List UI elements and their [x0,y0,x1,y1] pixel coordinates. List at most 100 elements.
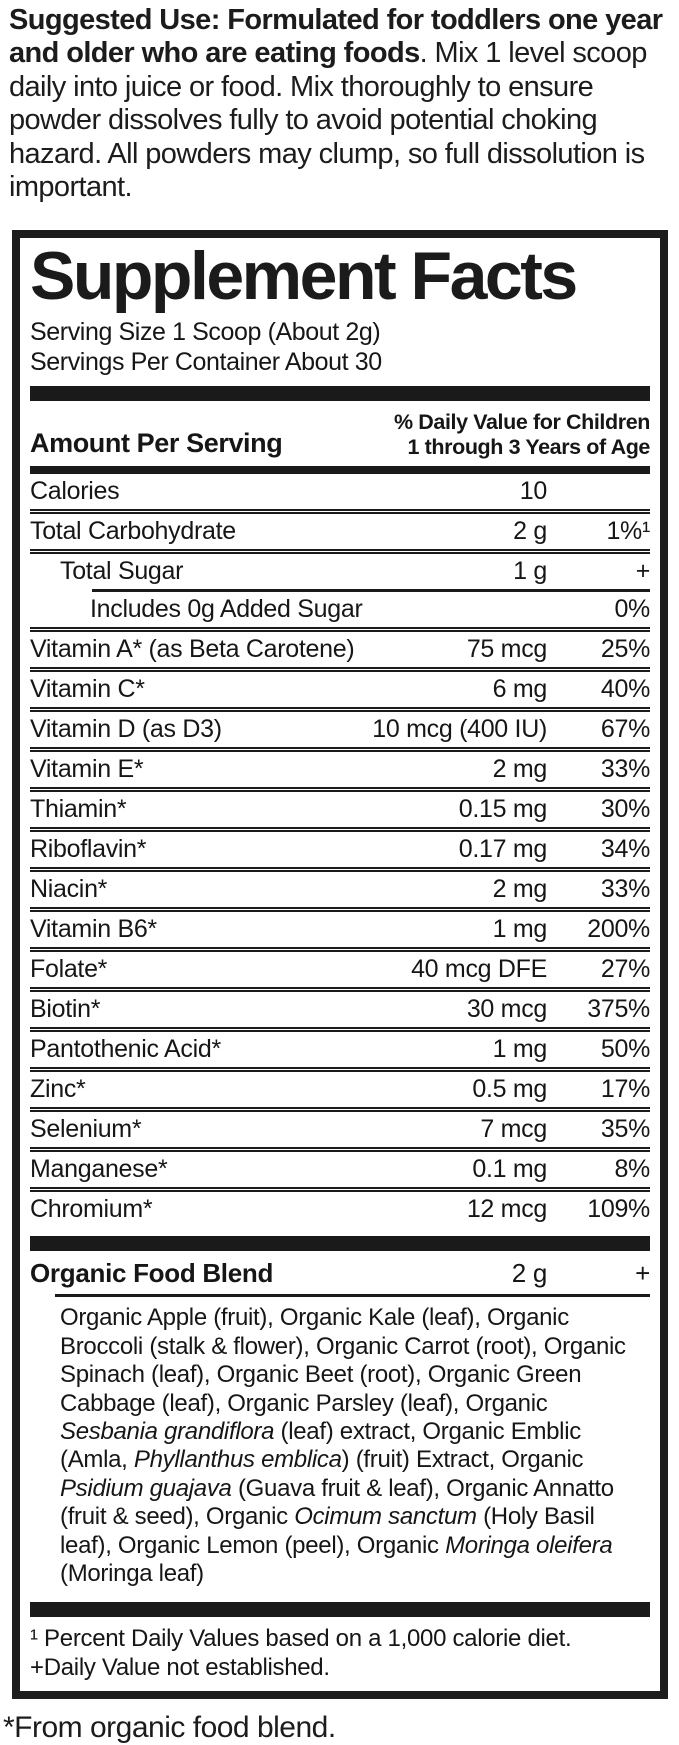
nutrient-amount: 6 mg [492,675,548,704]
nutrient-name: Chromium* [30,1195,153,1224]
nutrient-row: Biotin* 30 mcg 375% [30,992,650,1027]
footer-asterisk-note: *From organic food blend. [3,1710,336,1744]
blend-daily-value: + [635,1258,650,1289]
nutrient-amount: 0.15 mg [458,795,548,824]
footnote-line: +Daily Value not established. [30,1654,330,1682]
nutrient-name: Riboflavin* [30,835,147,864]
nutrient-name: Biotin* [30,995,101,1024]
nutrient-name: Vitamin E* [30,755,144,784]
row-divider [30,509,650,515]
daily-value-header-line1: % Daily Value for Children [393,410,650,435]
nutrient-daily-value: 27% [600,955,650,984]
text-segment: . Mix 1 level scoop daily into juice or … [9,37,647,204]
text-segment: Psidium guajava [60,1474,232,1502]
nutrient-amount: 10 mcg (400 IU) [372,715,547,744]
nutrient-amount: 10 [519,477,548,506]
footnote-line: ¹ Percent Daily Values based on a 1,000 … [30,1624,572,1652]
nutrient-daily-value: 30% [600,795,650,824]
row-divider [30,867,650,873]
nutrient-daily-value: 25% [600,635,650,664]
thick-rule-blend [30,1236,650,1252]
row-divider [30,549,650,555]
text-segment: (leaf) extract, Organic Emblic (Amla, [60,1418,581,1474]
row-divider [30,1027,650,1033]
nutrient-name: Niacin* [30,875,108,904]
text-segment: (Guava fruit & leaf), Organic Annatto (f… [60,1474,614,1531]
nutrient-amount: 7 mcg [480,1115,547,1144]
nutrient-row: Vitamin A* (as Beta Carotene) 75 mcg 25% [30,632,650,667]
nutrient-name: Includes 0g Added Sugar [90,595,363,624]
suggested-use-text: Suggested Use: Formulated for toddlers o… [0,0,679,205]
nutrient-amount: 75 mcg [466,635,547,664]
nutrient-name: Manganese* [30,1155,168,1184]
nutrient-name: Vitamin B6* [30,915,157,944]
nutrient-amount: 1 mg [492,1035,548,1064]
nutrient-amount: 30 mcg [466,995,547,1024]
daily-value-header: % Daily Value for Children 1 through 3 Y… [394,410,650,459]
footnotes: ¹ Percent Daily Values based on a 1,000 … [30,1617,650,1683]
blend-amount: 2 g [511,1258,548,1289]
nutrient-row: Selenium* 7 mcg 35% [30,1112,650,1147]
text-segment: Sesbania grandiflora [60,1418,275,1446]
row-divider [30,747,650,753]
daily-value-header-line2: 1 through 3 Years of Age [407,434,651,459]
nutrient-row: Vitamin E* 2 mg 33% [30,752,650,787]
nutrient-daily-value: 17% [600,1075,650,1104]
blend-rule [55,1294,650,1298]
nutrient-amount: 1 g [513,557,547,586]
row-divider [30,707,650,713]
medium-rule-header [30,466,650,475]
nutrient-row: Pantothenic Acid* 1 mg 50% [30,1032,650,1067]
nutrient-daily-value: 33% [600,875,650,904]
nutrient-amount: 0.1 mg [472,1155,547,1184]
nutrient-row: Vitamin C* 6 mg 40% [30,672,650,707]
row-divider [30,1187,650,1193]
row-divider [30,1067,650,1073]
column-header-row: Amount Per Serving % Daily Value for Chi… [30,401,650,466]
nutrient-name: Vitamin D (as D3) [30,715,222,744]
nutrient-name: Total Sugar [60,557,184,586]
nutrient-row: Niacin* 2 mg 33% [30,872,650,907]
row-divider [30,827,650,833]
row-divider [30,987,650,993]
nutrient-amount: 2 g [513,517,547,546]
text-segment: Ocimum sanctum [294,1503,477,1531]
nutrient-row: Thiamin* 0.15 mg 30% [30,792,650,827]
nutrient-name: Vitamin A* (as Beta Carotene) [30,635,355,664]
nutrient-rows: Calories 10 Total Carbohydrate 2 g 1%¹ Total … [30,474,650,1227]
nutrient-row: Includes 0g Added Sugar 0% [30,592,650,627]
text-segment: Phyllanthus emblica [133,1446,342,1474]
nutrient-daily-value: 50% [600,1035,650,1064]
nutrient-row: Total Carbohydrate 2 g 1%¹ [30,514,650,549]
row-divider [30,787,650,793]
nutrient-name: Thiamin* [30,795,127,824]
nutrient-daily-value: 35% [600,1115,650,1144]
nutrient-amount: 40 mcg DFE [411,955,547,984]
nutrient-daily-value: + [635,557,651,586]
nutrient-row: Vitamin B6* 1 mg 200% [30,912,650,947]
nutrient-name: Selenium* [30,1115,142,1144]
nutrient-daily-value: 200% [587,915,650,944]
nutrient-amount: 2 mg [492,875,548,904]
row-divider [30,1147,650,1153]
servings-per-container-text: Servings Per Container About 30 [30,348,382,377]
nutrient-row: Manganese* 0.1 mg 8% [30,1152,650,1187]
nutrient-name: Total Carbohydrate [30,517,236,546]
nutrient-row: Riboflavin* 0.17 mg 34% [30,832,650,867]
nutrient-amount: 1 mg [492,915,548,944]
nutrient-name: Pantothenic Acid* [30,1035,221,1064]
nutrient-amount: 12 mcg [466,1195,547,1224]
nutrient-daily-value: 8% [614,1155,650,1184]
row-divider [30,947,650,953]
blend-header-row: Organic Food Blend 2 g + [30,1251,650,1294]
nutrient-row: Chromium* 12 mcg 109% [30,1192,650,1227]
nutrient-row: Vitamin D (as D3) 10 mcg (400 IU) 67% [30,712,650,747]
nutrient-name: Zinc* [30,1075,86,1104]
nutrient-daily-value: 67% [600,715,650,744]
supplement-facts-panel: Supplement Facts Serving Size 1 Scoop (A… [12,229,668,1699]
text-segment: Organic Apple (fruit), Organic Kale (lea… [60,1304,626,1417]
nutrient-row: Calories 10 [30,474,650,509]
serving-size-text: Serving Size 1 Scoop (About 2g) [30,318,381,347]
row-divider [30,667,650,673]
nutrient-daily-value: 109% [587,1195,650,1224]
